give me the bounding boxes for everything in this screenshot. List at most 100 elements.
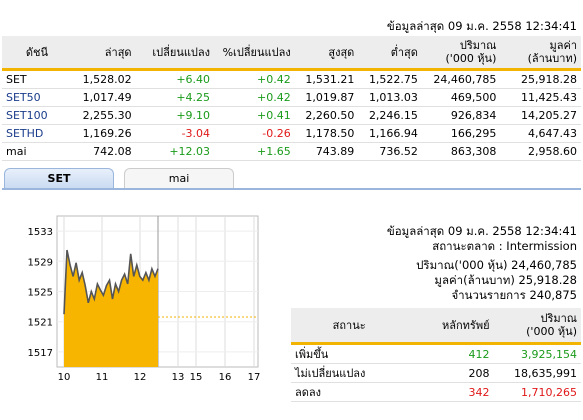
x-tick-label: 13 (172, 372, 185, 383)
breadth-count: 208 (407, 363, 494, 383)
value-value: 4,647.43 (500, 124, 581, 143)
y-tick-label: 1521 (28, 318, 53, 329)
high-value: 1,178.50 (294, 124, 359, 143)
table-row: SET50 1,017.49 +4.25 +0.42 1,019.87 1,01… (2, 88, 581, 107)
last-update-timestamp: ข้อมูลล่าสุด 09 ม.ค. 2558 12:34:41 (386, 19, 577, 33)
market-status: สถานะตลาด : Intermission (432, 239, 577, 253)
x-tick-label: 16 (219, 372, 232, 383)
col-breadth-volume-label: ปริมาณ (540, 312, 577, 325)
x-axis-ticks: 10 11 12 13 15 16 17 (58, 372, 261, 383)
index-name[interactable]: SET100 (2, 106, 72, 125)
volume-value: 24,460,785 (421, 69, 501, 89)
index-line (63, 249, 159, 315)
col-securities: หลักทรัพย์ (407, 308, 494, 345)
breadth-status: ลดลง (291, 382, 408, 402)
value-value: 25,918.28 (500, 69, 581, 89)
table-row: mai 742.08 +12.03 +1.65 743.89 736.52 86… (2, 142, 581, 161)
volume-value: 926,834 (421, 106, 501, 125)
pct-change-value: +0.42 (214, 69, 295, 89)
table-row: เพิ่มขึ้น 412 3,925,154 (291, 343, 581, 364)
col-value-unit: (ล้านบาท) (527, 52, 577, 65)
index-area (64, 250, 158, 367)
intraday-chart: 1533 1529 1525 1521 1517 10 11 12 13 15 16 17 (28, 215, 261, 383)
last-value: 1,528.02 (71, 69, 136, 89)
col-volume-unit: ('000 หุ้น) (445, 52, 497, 65)
value-value: 14,205.27 (500, 106, 581, 125)
breadth-count: 342 (407, 382, 494, 402)
breadth-table-header: สถานะ หลักทรัพย์ ปริมาณ ('000 หุ้น) (291, 308, 581, 345)
change-value: -3.04 (135, 124, 215, 143)
col-breadth-volume-unit: ('000 หุ้น) (526, 325, 577, 338)
breadth-count: 412 (407, 343, 494, 364)
market-deals: จำนวนรายการ 240,875 (451, 288, 577, 302)
volume-value: 469,500 (421, 88, 501, 107)
market-volume: ปริมาณ('000 หุ้น) 24,460,785 (416, 258, 577, 272)
table-row: ลดลง 342 1,710,265 (291, 382, 581, 402)
last-value: 1,017.49 (71, 88, 136, 107)
high-value: 743.89 (294, 142, 359, 161)
market-timestamp: ข้อมูลล่าสุด 09 ม.ค. 2558 12:34:41 (386, 224, 577, 238)
index-table-header: ดัชนี ล่าสุด เปลี่ยนแปลง %เปลี่ยนแปลง สู… (2, 36, 581, 71)
last-value: 1,169.26 (71, 124, 136, 143)
tab-underline (2, 188, 581, 190)
pct-change-value: -0.26 (214, 124, 295, 143)
col-last: ล่าสุด (71, 36, 136, 71)
x-tick-label: 17 (248, 372, 261, 383)
y-axis-ticks: 1533 1529 1525 1521 1517 (28, 227, 53, 359)
table-row: SETHD 1,169.26 -3.04 -0.26 1,178.50 1,16… (2, 124, 581, 143)
pct-change-value: +1.65 (214, 142, 295, 161)
table-row: SET 1,528.02 +6.40 +0.42 1,531.21 1,522.… (2, 69, 581, 89)
x-tick-label: 11 (96, 372, 109, 383)
low-value: 736.52 (358, 142, 422, 161)
breadth-table: สถานะ หลักทรัพย์ ปริมาณ ('000 หุ้น) เพิ่ม… (291, 308, 581, 402)
y-tick-label: 1529 (28, 257, 53, 268)
breadth-status: เพิ่มขึ้น (291, 343, 408, 364)
last-value: 742.08 (71, 142, 136, 161)
col-index: ดัชนี (2, 36, 72, 71)
high-value: 1,019.87 (294, 88, 359, 107)
index-name[interactable]: SET (2, 69, 72, 89)
col-change: เปลี่ยนแปลง (135, 36, 215, 71)
index-table: ดัชนี ล่าสุด เปลี่ยนแปลง %เปลี่ยนแปลง สู… (2, 36, 581, 161)
change-value: +9.10 (135, 106, 215, 125)
change-value: +6.40 (135, 69, 215, 89)
low-value: 1,013.03 (358, 88, 422, 107)
x-tick-label: 12 (134, 372, 147, 383)
last-value: 2,255.30 (71, 106, 136, 125)
change-value: +4.25 (135, 88, 215, 107)
pct-change-value: +0.41 (214, 106, 295, 125)
col-volume-label: ปริมาณ (459, 39, 497, 52)
col-high: สูงสุด (294, 36, 359, 71)
volume-value: 166,295 (421, 124, 501, 143)
tab-set[interactable]: SET (4, 168, 114, 189)
high-value: 2,260.50 (294, 106, 359, 125)
chart-area (63, 249, 258, 367)
high-value: 1,531.21 (294, 69, 359, 89)
pct-change-value: +0.42 (214, 88, 295, 107)
breadth-volume: 18,635,991 (493, 363, 581, 383)
y-tick-label: 1533 (28, 227, 53, 238)
index-name[interactable]: SETHD (2, 124, 72, 143)
value-value: 2,958.60 (500, 142, 581, 161)
col-breadth-volume: ปริมาณ ('000 หุ้น) (493, 308, 581, 345)
breadth-volume: 1,710,265 (493, 382, 581, 402)
breadth-volume: 3,925,154 (493, 343, 581, 364)
col-low: ต่ำสุด (358, 36, 422, 71)
index-name[interactable]: SET50 (2, 88, 72, 107)
col-value-label: มูลค่า (549, 39, 577, 52)
tab-mai[interactable]: mai (124, 168, 234, 189)
col-status: สถานะ (291, 308, 408, 345)
col-volume: ปริมาณ ('000 หุ้น) (421, 36, 501, 71)
low-value: 2,246.15 (358, 106, 422, 125)
y-tick-label: 1525 (28, 288, 53, 299)
col-pct-change: %เปลี่ยนแปลง (214, 36, 295, 71)
table-row: ไม่เปลี่ยนแปลง 208 18,635,991 (291, 363, 581, 383)
breadth-status: ไม่เปลี่ยนแปลง (291, 363, 408, 383)
table-row: SET100 2,255.30 +9.10 +0.41 2,260.50 2,2… (2, 106, 581, 125)
index-name[interactable]: mai (2, 142, 72, 161)
low-value: 1,522.75 (358, 69, 422, 89)
volume-value: 863,308 (421, 142, 501, 161)
y-tick-label: 1517 (28, 348, 53, 359)
value-value: 11,425.43 (500, 88, 581, 107)
market-value: มูลค่า(ล้านบาท) 25,918.28 (434, 273, 577, 287)
